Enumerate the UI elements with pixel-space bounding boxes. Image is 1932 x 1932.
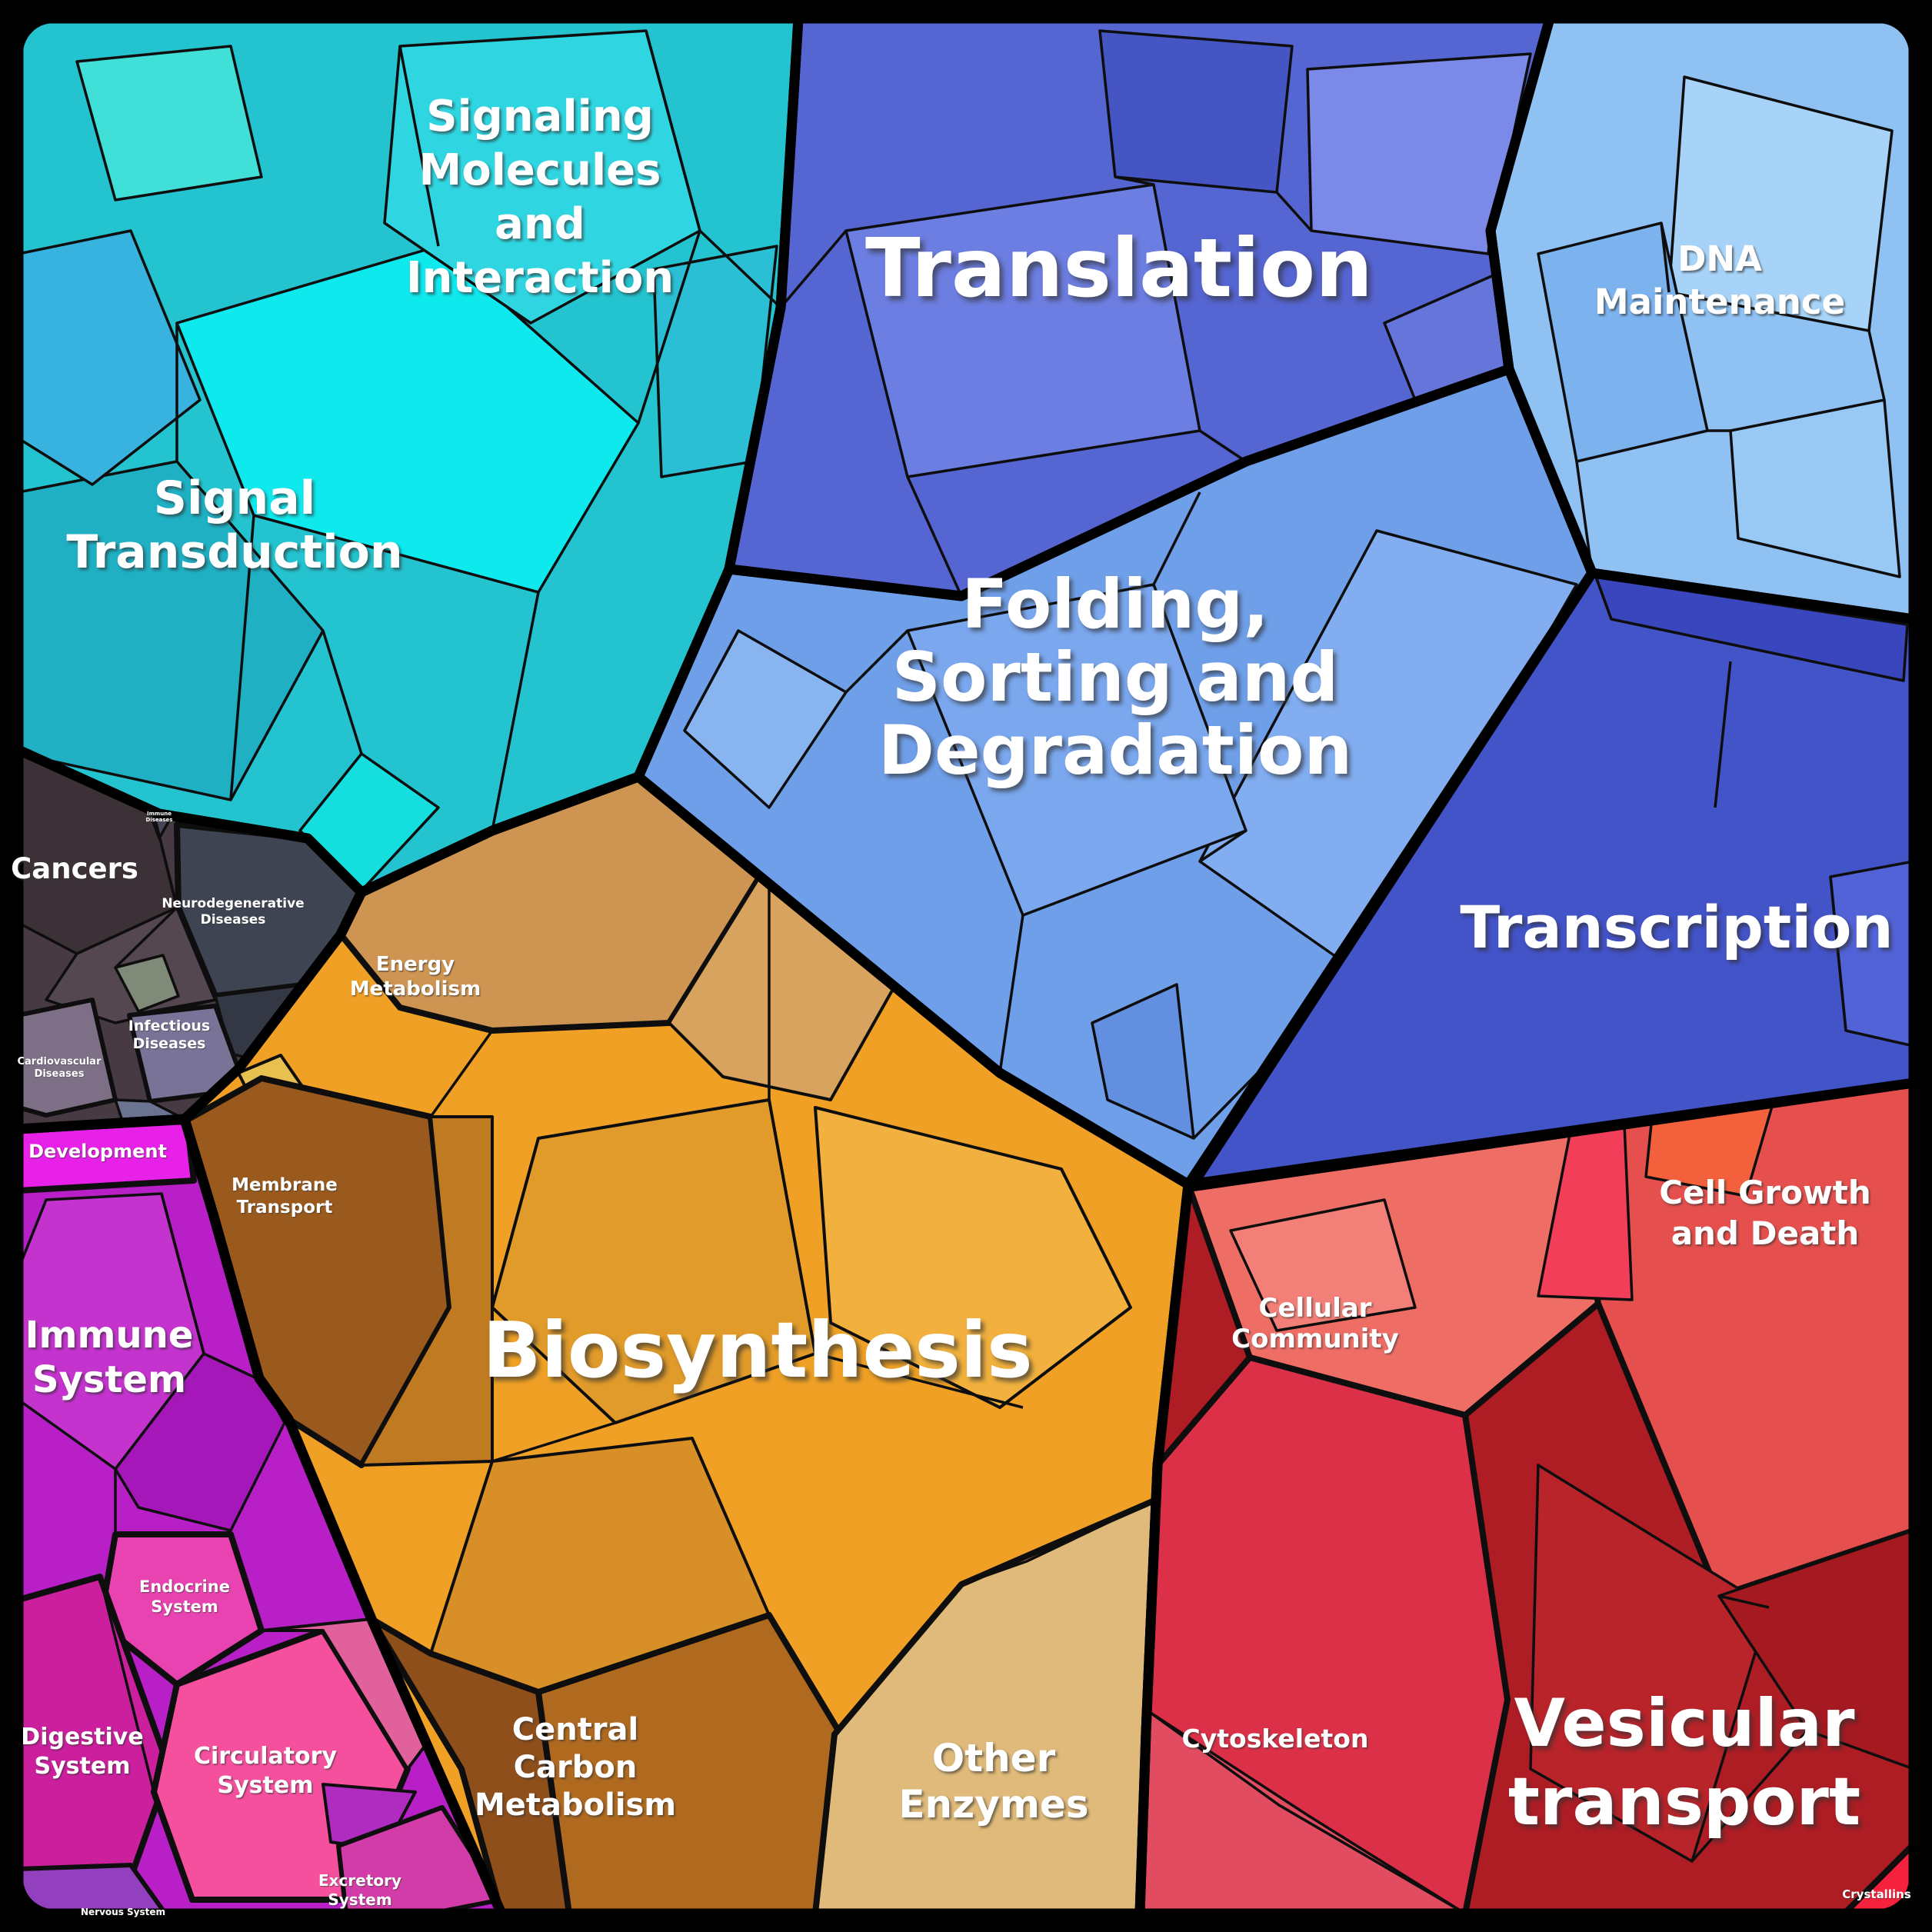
cell-border-folding-2 — [998, 914, 1024, 1074]
region-folding — [638, 369, 1592, 1184]
label-digestive-system: Digestive System — [21, 1724, 143, 1780]
cell-signaling-6 — [75, 45, 263, 202]
cell-border-translation-2 — [1199, 429, 1247, 463]
cell-diseases-6 — [18, 998, 118, 1118]
cell-border-signaling-4 — [491, 591, 540, 831]
region-organismal — [18, 1119, 501, 1914]
cell-metabolism-7 — [814, 1106, 1132, 1409]
cell-border-metabolism-1 — [668, 1021, 724, 1078]
label-other-enzymes: Other Enzymes — [898, 1736, 1088, 1827]
label-central-carbon-metabolism: Central Carbon Metabolism — [475, 1712, 676, 1823]
cell-metabolism-5 — [491, 1098, 817, 1424]
label-membrane-transport: Membrane Transport — [232, 1175, 338, 1217]
cell-signaling-2 — [18, 460, 325, 801]
region-dna-maintenance — [1491, 18, 1914, 619]
cell-border-metabolism-0 — [429, 1029, 494, 1118]
label-biosynthesis: Biosynthesis — [482, 1305, 1032, 1395]
label-excretory-system: Excretory System — [318, 1871, 401, 1909]
region-signaling — [18, 18, 798, 892]
label-infectious-diseases: Infectious Diseases — [128, 1018, 211, 1052]
label-nervous-system: Nervous System — [81, 1907, 165, 1917]
cell-border-transcription-2 — [1714, 661, 1732, 808]
label-immune-system: Immune System — [25, 1314, 194, 1401]
cell-cellular-processes-9 — [1841, 1841, 1914, 1914]
cell-border-metabolism-3 — [814, 1352, 1024, 1409]
label-translation: Translation — [865, 222, 1373, 315]
cell-border-cellular-processes-4 — [1147, 1710, 1466, 1914]
cell-border-cellular-processes-2 — [1718, 1594, 1770, 1609]
cell-border-signaling-2 — [229, 515, 255, 801]
cell-border-translation-4 — [1275, 191, 1313, 232]
cell-border-diseases-0 — [152, 813, 178, 908]
label-cellular-community: Cellular Community — [1231, 1293, 1399, 1354]
cell-border-folding-1 — [1199, 829, 1247, 863]
cell-border-diseases-1 — [114, 906, 178, 969]
region-base-transcription — [1191, 573, 1914, 1187]
cell-border-organismal-3 — [160, 1193, 205, 1354]
label-signal-transduction: Signal Transduction — [66, 471, 402, 579]
label-cardiovascular-diseases: Cardiovascular Diseases — [17, 1056, 102, 1080]
label-transcription: Transcription — [1460, 893, 1893, 961]
cell-border-folding-3 — [844, 629, 909, 694]
cell-border-translation-0 — [779, 229, 848, 309]
cell-border-cellular-processes-3 — [1690, 1729, 1809, 1863]
cell-border-dna-maintenance-0 — [1660, 222, 1671, 293]
cell-metabolism-4 — [360, 1115, 494, 1467]
region-transcription — [1191, 573, 1914, 1187]
cell-border-folding-0 — [1152, 491, 1201, 585]
cell-border-organismal-0 — [98, 1576, 155, 1793]
cell-signaling-1 — [383, 29, 701, 325]
label-energy-metabolism: Energy Metabolism — [350, 953, 481, 1001]
cell-organismal-7 — [18, 1863, 168, 1914]
label-neurodegenerative-diseases: Neurodegenerative Diseases — [162, 896, 304, 928]
cell-border-diseases-3 — [128, 998, 216, 1017]
label-endocrine-system: Endocrine System — [139, 1577, 230, 1616]
region-diseases — [18, 750, 361, 1129]
cell-border-transcription-1 — [1829, 876, 1847, 1031]
cell-border-diseases-2 — [91, 999, 117, 1101]
cell-diseases-4 — [114, 954, 180, 1013]
label-circulatory-system: Circulatory System — [194, 1743, 338, 1799]
label-cell-growth-and-death: Cell Growth and Death — [1659, 1174, 1871, 1252]
cell-cellular-processes-1 — [1229, 1198, 1417, 1332]
cell-border-metabolism-5 — [491, 1421, 616, 1463]
cell-dna-maintenance-2 — [1729, 398, 1901, 578]
label-cytoskeleton: Cytoskeleton — [1182, 1724, 1369, 1754]
cell-cellular-processes-8 — [1717, 1529, 1914, 1770]
cell-border-signaling-6 — [645, 30, 782, 309]
label-signaling-molecules: Signaling Molecules and Interaction — [406, 92, 674, 303]
cell-border-transcription-0 — [1594, 576, 1613, 620]
cell-border-signaling-1 — [637, 230, 701, 424]
cell-signaling-3 — [18, 229, 202, 486]
label-development: Development — [28, 1141, 167, 1162]
cell-border-signaling-5 — [321, 630, 363, 754]
cell-organismal-4 — [18, 1574, 172, 1903]
cell-border-translation-3 — [906, 476, 963, 596]
cell-border-folding-5 — [683, 630, 740, 731]
cell-border-translation-1 — [1114, 175, 1154, 186]
label-vesicular-transport: Vesicular transport — [1508, 1685, 1860, 1840]
label-immune-diseases: Immune Diseases — [146, 811, 173, 823]
cell-metabolism-8 — [368, 1616, 572, 1914]
cell-signaling-0 — [175, 245, 640, 594]
cell-translation-2 — [1098, 29, 1294, 194]
cell-border-metabolism-4 — [1060, 1168, 1132, 1308]
label-dna-maintenance: DNA Maintenance — [1594, 238, 1845, 322]
label-cancers: Cancers — [11, 852, 138, 885]
cell-border-organismal-2 — [229, 1534, 263, 1631]
cell-border-dna-maintenance-1 — [1867, 330, 1886, 401]
label-crystallins: Crystallins — [1842, 1887, 1911, 1901]
cell-border-metabolism-6 — [768, 1614, 840, 1731]
region-translation — [729, 18, 1550, 596]
cell-border-cellular-processes-0 — [1464, 1302, 1600, 1417]
cell-border-signaling-0 — [398, 45, 440, 247]
region-cellular-processes — [1140, 1083, 1914, 1914]
cell-border-metabolism-7 — [961, 1498, 1157, 1586]
cell-border-cellular-processes-1 — [1464, 1699, 1509, 1914]
cell-organismal-9 — [336, 1805, 501, 1914]
label-folding-sorting-degradation: Folding, Sorting and Degradation — [878, 565, 1352, 790]
